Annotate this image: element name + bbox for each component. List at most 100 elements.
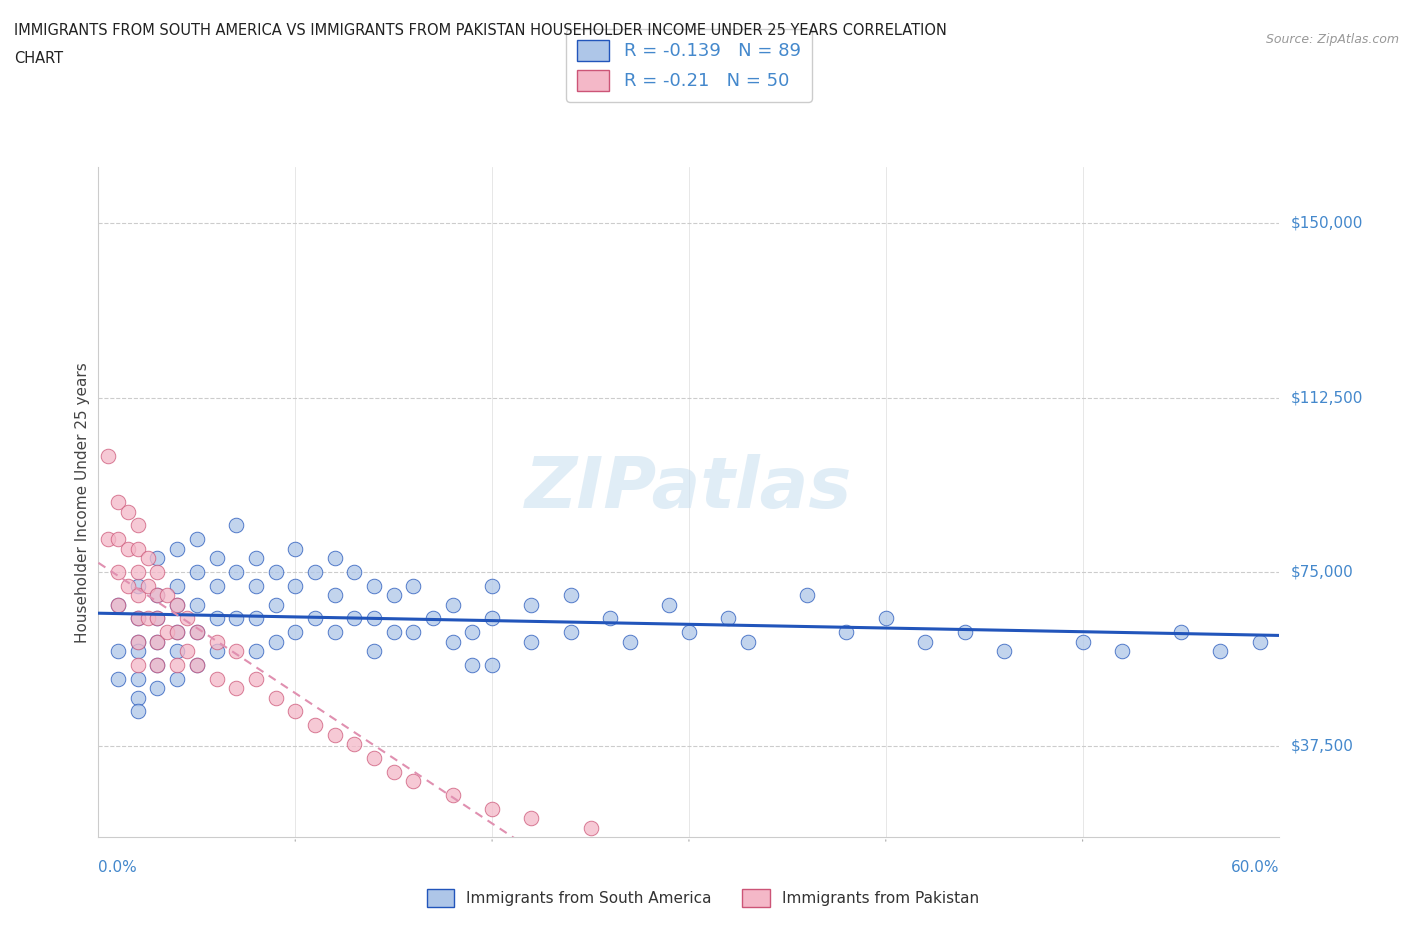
Point bbox=[225, 644, 247, 658]
Point bbox=[127, 690, 149, 705]
Point bbox=[402, 774, 425, 789]
Text: CHART: CHART bbox=[14, 51, 63, 66]
Point bbox=[382, 625, 405, 640]
Point bbox=[166, 625, 188, 640]
Point bbox=[835, 625, 858, 640]
Point bbox=[146, 611, 169, 626]
Point bbox=[461, 658, 484, 672]
Point bbox=[382, 588, 405, 603]
Point bbox=[481, 658, 503, 672]
Point bbox=[107, 597, 129, 612]
Point bbox=[127, 518, 149, 533]
Point bbox=[441, 788, 464, 803]
Point bbox=[107, 532, 129, 547]
Point bbox=[245, 611, 267, 626]
Point bbox=[225, 611, 247, 626]
Point bbox=[284, 541, 307, 556]
Point bbox=[146, 658, 169, 672]
Point bbox=[343, 565, 366, 579]
Point bbox=[1249, 634, 1271, 649]
Point bbox=[117, 541, 139, 556]
Point bbox=[796, 588, 818, 603]
Point bbox=[441, 634, 464, 649]
Point bbox=[363, 644, 385, 658]
Point bbox=[323, 625, 346, 640]
Point bbox=[205, 644, 228, 658]
Point bbox=[461, 625, 484, 640]
Legend: Immigrants from South America, Immigrants from Pakistan: Immigrants from South America, Immigrant… bbox=[420, 884, 986, 913]
Text: ZIPatlas: ZIPatlas bbox=[526, 455, 852, 524]
Point bbox=[127, 611, 149, 626]
Text: $150,000: $150,000 bbox=[1291, 216, 1362, 231]
Point bbox=[481, 802, 503, 817]
Point bbox=[520, 811, 543, 826]
Point bbox=[304, 611, 326, 626]
Text: Source: ZipAtlas.com: Source: ZipAtlas.com bbox=[1265, 33, 1399, 46]
Point bbox=[146, 565, 169, 579]
Point bbox=[481, 611, 503, 626]
Point bbox=[186, 597, 208, 612]
Point bbox=[323, 727, 346, 742]
Point bbox=[481, 578, 503, 593]
Point bbox=[127, 565, 149, 579]
Point bbox=[264, 565, 287, 579]
Point bbox=[323, 551, 346, 565]
Point bbox=[402, 578, 425, 593]
Point bbox=[127, 578, 149, 593]
Point bbox=[107, 644, 129, 658]
Point bbox=[166, 625, 188, 640]
Point bbox=[146, 681, 169, 696]
Point bbox=[323, 588, 346, 603]
Point bbox=[127, 634, 149, 649]
Point bbox=[146, 588, 169, 603]
Point bbox=[186, 658, 208, 672]
Point bbox=[136, 551, 159, 565]
Point bbox=[166, 541, 188, 556]
Point bbox=[363, 578, 385, 593]
Point bbox=[107, 597, 129, 612]
Point bbox=[127, 541, 149, 556]
Point bbox=[166, 578, 188, 593]
Text: 0.0%: 0.0% bbox=[98, 860, 138, 875]
Point bbox=[619, 634, 641, 649]
Point bbox=[166, 597, 188, 612]
Point bbox=[127, 588, 149, 603]
Point bbox=[441, 597, 464, 612]
Point bbox=[127, 704, 149, 719]
Point bbox=[1111, 644, 1133, 658]
Point bbox=[146, 588, 169, 603]
Point bbox=[284, 704, 307, 719]
Point bbox=[146, 611, 169, 626]
Point bbox=[166, 644, 188, 658]
Point bbox=[176, 644, 198, 658]
Point bbox=[107, 495, 129, 510]
Point bbox=[186, 625, 208, 640]
Point bbox=[146, 634, 169, 649]
Point bbox=[875, 611, 897, 626]
Point bbox=[107, 671, 129, 686]
Point bbox=[107, 565, 129, 579]
Point bbox=[127, 611, 149, 626]
Point bbox=[953, 625, 976, 640]
Point bbox=[560, 625, 582, 640]
Text: 60.0%: 60.0% bbox=[1232, 860, 1279, 875]
Point bbox=[245, 551, 267, 565]
Point bbox=[136, 578, 159, 593]
Point bbox=[225, 518, 247, 533]
Point bbox=[520, 597, 543, 612]
Point bbox=[186, 565, 208, 579]
Point bbox=[678, 625, 700, 640]
Point bbox=[225, 565, 247, 579]
Point bbox=[205, 671, 228, 686]
Point bbox=[737, 634, 759, 649]
Point bbox=[146, 634, 169, 649]
Point bbox=[1170, 625, 1192, 640]
Text: $75,000: $75,000 bbox=[1291, 565, 1354, 579]
Point bbox=[1071, 634, 1094, 649]
Point bbox=[97, 448, 120, 463]
Point bbox=[914, 634, 936, 649]
Point bbox=[264, 597, 287, 612]
Point bbox=[166, 597, 188, 612]
Point bbox=[225, 681, 247, 696]
Point bbox=[363, 611, 385, 626]
